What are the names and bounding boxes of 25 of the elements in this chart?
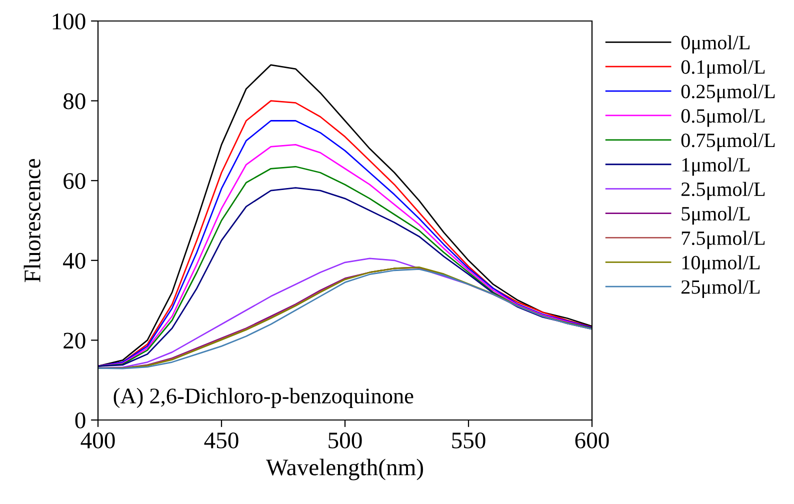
- x-tick-label: 400: [80, 432, 115, 448]
- legend-label: 2.5μmol/L: [681, 182, 765, 200]
- y-axis-title: Fluorescence: [24, 159, 40, 282]
- x-tick-label: 500: [328, 432, 362, 448]
- annotation: (A) 2,6-Dichloro-p-benzoquinone: [114, 388, 414, 408]
- y-tick-label: 80: [63, 93, 86, 110]
- legend-label: 0.1μmol/L: [681, 60, 765, 78]
- y-tick-label: 20: [64, 332, 86, 349]
- legend-label: 0μmol/L: [681, 35, 750, 54]
- legend-label: 0.5μmol/L: [681, 108, 765, 127]
- legend-label: 5μmol/L: [682, 206, 750, 225]
- x-axis-title: Wavelength(nm): [266, 458, 423, 480]
- x-tick-label: 550: [452, 432, 486, 448]
- y-tick-label: 60: [64, 173, 86, 190]
- y-tick-label: 40: [63, 252, 86, 269]
- x-tick-label: 450: [204, 432, 238, 448]
- legend-label: 25μmol/L: [681, 280, 760, 298]
- y-tick-label: 0: [75, 412, 86, 428]
- legend-label: 0.75μmol/L: [681, 133, 775, 152]
- legend-label: 1μmol/L: [682, 157, 750, 176]
- x-tick-label: 600: [575, 432, 609, 448]
- legend-label: 0.25μmol/L: [681, 84, 775, 102]
- y-tick-label: 100: [52, 13, 86, 30]
- legend-label: 7.5μmol/L: [682, 230, 765, 250]
- legend-label: 10μmol/L: [682, 255, 760, 274]
